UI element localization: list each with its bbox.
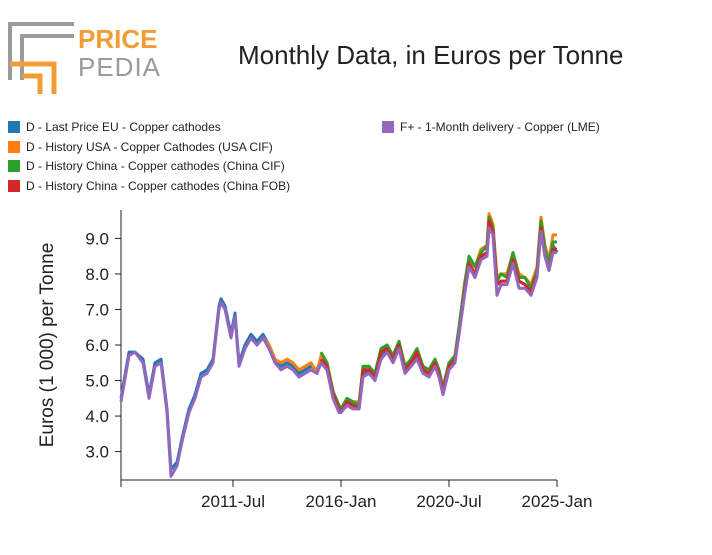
axes-layer: 3.0 4.0 5.0 6.0 7.0 8.0 9.0 2011-Jul 2016-Jan 202… xyxy=(85,210,592,511)
series-line-4 xyxy=(119,226,557,478)
x-tick-label: 2016-Jan xyxy=(306,492,377,511)
series-line-0 xyxy=(119,222,559,471)
y-tick-label: 8.0 xyxy=(85,265,109,284)
y-tick-label: 6.0 xyxy=(85,336,109,355)
logo-orange-bracket xyxy=(10,61,57,94)
pricepedia-logo: PRICE PEDIA xyxy=(8,22,168,97)
x-tick-label: 2025-Jan xyxy=(522,492,593,511)
logo-mark-icon: PRICE PEDIA xyxy=(8,22,161,94)
logo-gray-bracket xyxy=(8,22,74,80)
series-layer xyxy=(119,212,559,478)
legend-swatch-eu xyxy=(8,121,20,133)
legend-item-china-fob[interactable]: D - History China - Copper cathodes (Chi… xyxy=(8,179,290,193)
legend-label-lme: F+ - 1-Month delivery - Copper (LME) xyxy=(400,120,600,134)
x-tick-label: 2011-Jul xyxy=(201,492,265,511)
legend-item-china-cif[interactable]: D - History China - Copper cathodes (Chi… xyxy=(8,159,285,173)
series-line-1 xyxy=(261,212,557,411)
legend-item-usa[interactable]: D - History USA - Copper Cathodes (USA C… xyxy=(8,140,273,154)
legend-item-eu[interactable]: D - Last Price EU - Copper cathodes xyxy=(8,120,221,134)
legend-label-eu: D - Last Price EU - Copper cathodes xyxy=(26,120,221,134)
legend-item-lme[interactable]: F+ - 1-Month delivery - Copper (LME) xyxy=(382,120,600,134)
x-tick-label: 2020-Jul xyxy=(416,492,481,511)
legend-swatch-lme xyxy=(382,121,394,133)
y-axis-title: Euros (1 000) per Tonne xyxy=(37,243,58,448)
logo-word-price: PRICE xyxy=(78,24,157,54)
chart-title: Monthly Data, in Euros per Tonne xyxy=(238,40,624,70)
y-tick-label: 4.0 xyxy=(85,407,109,426)
y-tick-label: 5.0 xyxy=(85,372,109,391)
logo-word-pedia: PEDIA xyxy=(78,52,161,82)
legend-label-usa: D - History USA - Copper Cathodes (USA C… xyxy=(26,140,273,154)
y-tick-label: 3.0 xyxy=(85,443,109,462)
logo-orange-bracket-inner xyxy=(22,73,43,94)
legend-swatch-usa xyxy=(8,141,20,153)
y-tick-label: 9.0 xyxy=(85,229,109,248)
legend-swatch-china-cif xyxy=(8,160,20,172)
legend-label-china-fob: D - History China - Copper cathodes (Chi… xyxy=(26,179,291,193)
legend-swatch-china-fob xyxy=(8,180,20,192)
y-tick-label: 7.0 xyxy=(85,300,109,319)
legend-label-china-cif: D - History China - Copper cathodes (Chi… xyxy=(26,159,285,173)
